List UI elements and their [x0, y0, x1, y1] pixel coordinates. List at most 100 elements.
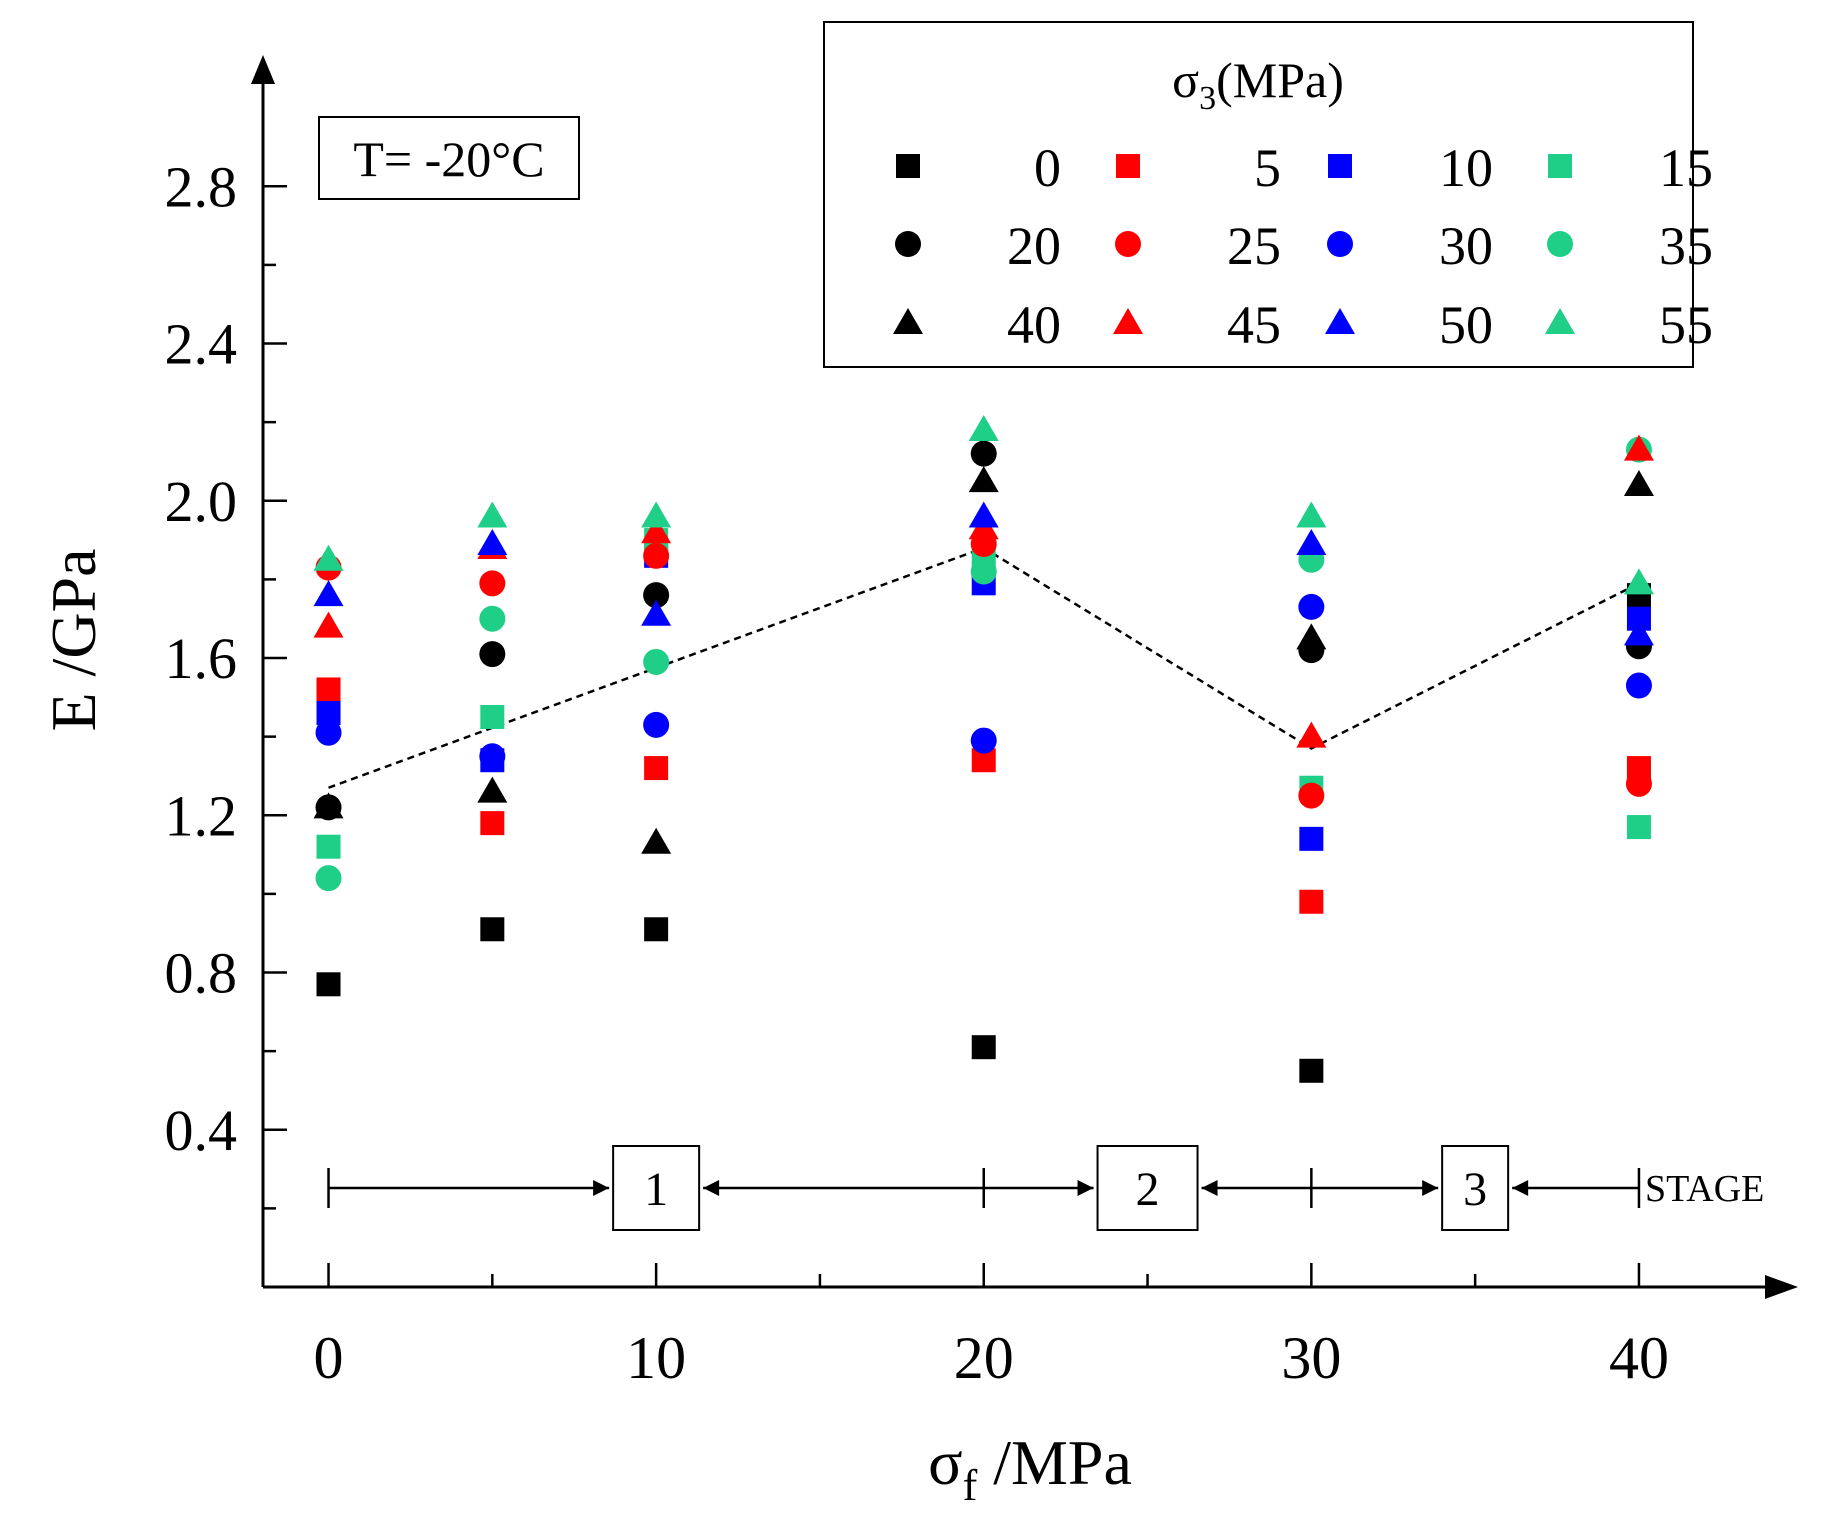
data-point [643, 712, 669, 738]
stage-label: 1 [644, 1163, 668, 1216]
x-tick-label: 10 [626, 1325, 686, 1391]
data-point [641, 600, 671, 626]
data-point [1298, 594, 1324, 620]
data-point [971, 559, 997, 585]
data-point [1296, 722, 1326, 748]
temperature-annotation: T= -20°C [319, 117, 579, 199]
stage-arrow-head [1422, 1180, 1438, 1196]
data-point [643, 543, 669, 569]
y-tick-label: 0.8 [165, 941, 238, 1006]
series-0 [317, 583, 1651, 1083]
legend-marker [895, 231, 921, 257]
annotation-text: T= -20°C [353, 131, 544, 187]
data-point [479, 606, 505, 632]
data-point [477, 501, 507, 527]
legend-label: 0 [1034, 138, 1061, 198]
legend-label: 5 [1254, 138, 1281, 198]
stage-arrow-head [593, 1180, 609, 1196]
x-tick-label: 40 [1609, 1325, 1669, 1391]
data-point [1299, 827, 1323, 851]
y-tick-label: 0.4 [165, 1098, 238, 1163]
x-tick-label: 30 [1281, 1325, 1341, 1391]
data-point [479, 570, 505, 596]
data-point [1296, 623, 1326, 649]
stage-arrow-head [1078, 1180, 1094, 1196]
legend-label: 50 [1439, 295, 1493, 355]
data-point [479, 743, 505, 769]
legend-label: 35 [1659, 216, 1713, 276]
data-point [314, 580, 344, 606]
data-point [969, 466, 999, 492]
legend-marker [1547, 231, 1573, 257]
points-layer [314, 415, 1654, 1083]
data-point [641, 828, 671, 854]
data-point [644, 756, 668, 780]
data-point [479, 641, 505, 667]
legend-label: 55 [1659, 295, 1713, 355]
y-tick-label: 2.0 [165, 469, 238, 534]
stage-arrow-head [1512, 1180, 1528, 1196]
y-tick-label: 1.6 [165, 626, 238, 691]
data-point [314, 545, 344, 571]
x-axis-arrow [1765, 1275, 1798, 1299]
data-point [971, 728, 997, 754]
data-point [1299, 1059, 1323, 1083]
data-point [1624, 568, 1654, 594]
data-point [969, 415, 999, 441]
legend-marker [1328, 154, 1352, 178]
chart: 0 10 20 30 400.40.81.21.62.02.42.8 1 2 3 STAGE … [0, 0, 1827, 1528]
y-tick-label: 1.2 [165, 783, 238, 848]
legend-marker [1115, 231, 1141, 257]
data-point [480, 917, 504, 941]
series-10 [317, 544, 1651, 851]
x-axis-label: σf /MPa [928, 1427, 1132, 1510]
legend-label: 30 [1439, 216, 1493, 276]
y-axis-arrow [251, 55, 275, 84]
series-30 [316, 594, 1652, 769]
stage-arrow-head [1202, 1180, 1218, 1196]
legend-marker [1116, 154, 1140, 178]
data-point [971, 441, 997, 467]
legend: σ3(MPa) 0 5 10 15 20 25 30 35 40 45 50 55 [824, 22, 1713, 367]
data-point [480, 811, 504, 835]
y-tick-label: 2.8 [165, 154, 238, 219]
legend-marker [1327, 231, 1353, 257]
data-point [477, 529, 507, 555]
legend-label: 25 [1227, 216, 1281, 276]
legend-title: σ3(MPa) [1172, 52, 1344, 117]
data-point [1627, 815, 1651, 839]
legend-marker [896, 154, 920, 178]
legend-label: 15 [1659, 138, 1713, 198]
stage-label: 3 [1463, 1163, 1487, 1216]
legend-label: 10 [1439, 138, 1493, 198]
data-point [316, 865, 342, 891]
data-point [1296, 501, 1326, 527]
stage-arrow-head [703, 1180, 719, 1196]
data-point [1624, 470, 1654, 496]
legend-label: 40 [1007, 295, 1061, 355]
data-point [480, 705, 504, 729]
x-tick-label: 20 [954, 1325, 1014, 1391]
data-point [316, 720, 342, 746]
legend-marker [1548, 154, 1572, 178]
data-point [1626, 673, 1652, 699]
data-point [972, 1035, 996, 1059]
y-tick-label: 2.4 [165, 312, 238, 377]
data-point [317, 835, 341, 859]
data-point [644, 917, 668, 941]
stage-label: 2 [1136, 1163, 1160, 1216]
data-point [641, 501, 671, 527]
y-axis-label: E /GPa [38, 548, 109, 731]
data-point [1296, 529, 1326, 555]
data-point [317, 972, 341, 996]
data-point [969, 501, 999, 527]
data-point [317, 677, 341, 701]
data-point [1298, 783, 1324, 809]
data-point [643, 649, 669, 675]
data-point [1299, 890, 1323, 914]
legend-label: 45 [1227, 295, 1281, 355]
stage-word: STAGE [1645, 1168, 1764, 1210]
data-point [477, 777, 507, 803]
series-5 [317, 677, 1651, 913]
x-tick-label: 0 [314, 1325, 344, 1391]
